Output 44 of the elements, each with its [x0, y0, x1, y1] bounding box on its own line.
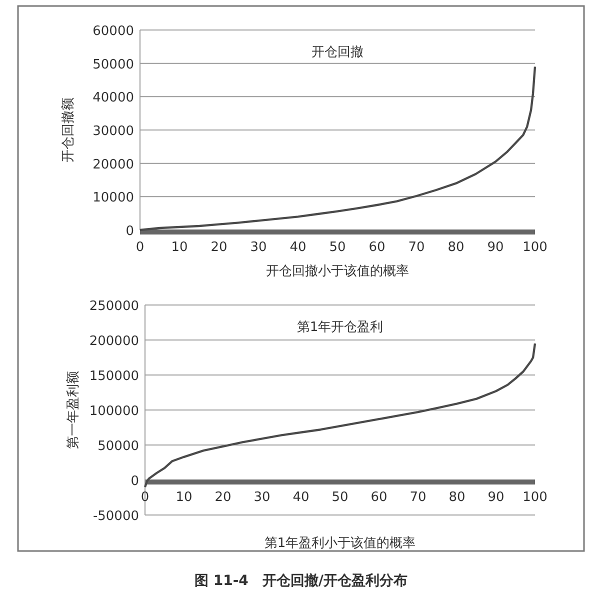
y-tick-label: 100000 [89, 404, 139, 419]
y-tick-label: 60000 [92, 24, 134, 39]
x-tick-label: 40 [292, 490, 310, 505]
y-tick-label: 40000 [92, 90, 134, 106]
x-tick-label: 80 [448, 240, 464, 255]
x-tick-label: 100 [522, 240, 548, 255]
x-tick-label: 70 [408, 240, 425, 255]
x-tick-label: 80 [448, 490, 466, 505]
line-series [144, 342, 536, 488]
y-tick-label: -50000 [92, 509, 139, 524]
x-tick-label: 10 [176, 490, 192, 505]
y-tick-label: 30000 [92, 124, 134, 139]
x-tick-label: 20 [214, 490, 232, 505]
x-tick-label: 10 [171, 240, 188, 255]
x-tick-label: 30 [254, 490, 270, 505]
x-tick-label: 90 [487, 240, 504, 255]
x-tick-label: 100 [522, 490, 548, 505]
x-tick-label: 90 [488, 490, 504, 505]
x-tick-label: 50 [329, 240, 346, 255]
y-tick-label: 50000 [98, 439, 139, 454]
y-tick-label: 10000 [92, 190, 134, 206]
y-tick-label: 0 [126, 224, 134, 239]
y-tick-label: 200000 [89, 334, 139, 349]
x-axis-title: 开仓回撤小于该值的概率 [266, 263, 409, 279]
y-tick-label: 50000 [92, 57, 134, 72]
x-tick-label: 60 [368, 240, 386, 255]
text: 开仓回撤 [312, 45, 364, 60]
x-tick-label: 70 [410, 490, 426, 505]
x-tick-label: 60 [370, 490, 388, 505]
x-tick-label: 40 [290, 240, 306, 255]
y-axis-title: 第一年盈利额 [66, 371, 81, 449]
caption: 图 11-4 开仓回撤/开仓盈利分布 [194, 573, 408, 589]
x-tick-label: 50 [332, 490, 348, 505]
y-tick-label: 0 [130, 474, 139, 489]
line-series [138, 66, 536, 232]
y-axis-title: 开仓回撤额 [61, 98, 76, 162]
x-axis-title: 第1年盈利小于该值的概率 [264, 535, 416, 551]
y-tick-label: 20000 [92, 157, 134, 172]
y-tick-label: 150000 [89, 369, 139, 384]
x-tick-label: 0 [140, 490, 150, 505]
y-tick-label: 250000 [89, 299, 139, 314]
x-tick-label: 20 [210, 240, 228, 255]
x-tick-label: 30 [250, 240, 267, 255]
text: 第1年开仓盈利 [296, 320, 384, 335]
